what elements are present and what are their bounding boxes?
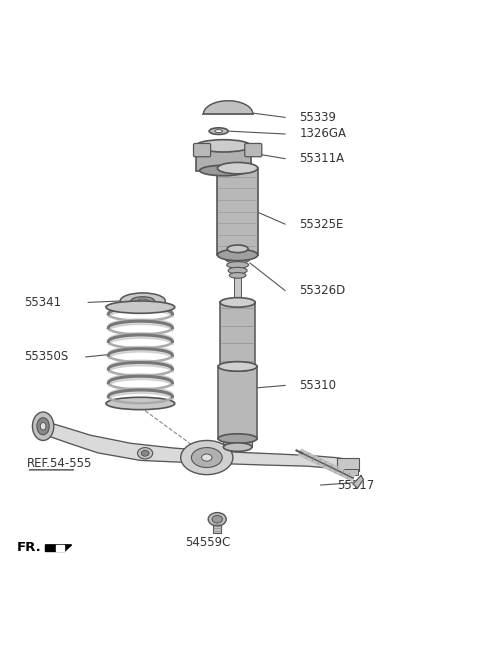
- Text: REF.54-555: REF.54-555: [26, 457, 92, 470]
- Text: 55117: 55117: [337, 478, 374, 491]
- Polygon shape: [56, 545, 64, 551]
- Ellipse shape: [220, 362, 255, 371]
- Ellipse shape: [192, 447, 222, 468]
- Ellipse shape: [227, 245, 248, 252]
- Polygon shape: [204, 101, 253, 114]
- Ellipse shape: [217, 249, 258, 261]
- Ellipse shape: [106, 301, 175, 313]
- Ellipse shape: [218, 362, 257, 371]
- Ellipse shape: [120, 293, 165, 309]
- Ellipse shape: [212, 516, 222, 523]
- Bar: [337, 457, 359, 471]
- Ellipse shape: [209, 128, 228, 135]
- Ellipse shape: [220, 298, 255, 307]
- Ellipse shape: [196, 140, 251, 152]
- Ellipse shape: [40, 422, 46, 430]
- Text: 55341: 55341: [24, 296, 61, 309]
- Ellipse shape: [37, 418, 49, 435]
- Ellipse shape: [180, 440, 233, 474]
- Polygon shape: [38, 420, 349, 471]
- Text: 1326GA: 1326GA: [300, 127, 346, 141]
- Ellipse shape: [225, 256, 250, 263]
- Ellipse shape: [226, 249, 249, 258]
- Bar: [220, 302, 255, 367]
- Bar: [196, 146, 251, 171]
- Polygon shape: [353, 476, 363, 488]
- Bar: [235, 249, 240, 277]
- Bar: [234, 277, 241, 300]
- Ellipse shape: [215, 129, 222, 133]
- Bar: [217, 168, 258, 255]
- Bar: [340, 469, 358, 474]
- Text: 54559C: 54559C: [185, 537, 231, 549]
- Ellipse shape: [217, 162, 258, 174]
- Bar: [218, 367, 257, 439]
- Ellipse shape: [218, 434, 257, 443]
- Polygon shape: [46, 545, 72, 551]
- Ellipse shape: [229, 273, 246, 278]
- Ellipse shape: [228, 267, 247, 274]
- Bar: [213, 517, 221, 533]
- Ellipse shape: [106, 397, 175, 409]
- Text: 55326D: 55326D: [300, 284, 346, 297]
- Ellipse shape: [137, 447, 153, 459]
- Text: 55350S: 55350S: [24, 350, 68, 363]
- FancyBboxPatch shape: [193, 143, 211, 157]
- Text: 55339: 55339: [300, 111, 336, 124]
- Ellipse shape: [131, 297, 155, 306]
- Text: 55311A: 55311A: [300, 152, 345, 165]
- Bar: [223, 437, 252, 447]
- FancyBboxPatch shape: [245, 143, 262, 157]
- Ellipse shape: [33, 412, 54, 440]
- Ellipse shape: [141, 451, 149, 456]
- Ellipse shape: [200, 166, 247, 175]
- Ellipse shape: [223, 443, 252, 451]
- Text: 55325E: 55325E: [300, 217, 344, 231]
- Ellipse shape: [202, 454, 212, 461]
- Text: FR.: FR.: [17, 541, 42, 555]
- Ellipse shape: [137, 299, 148, 303]
- Ellipse shape: [227, 261, 249, 268]
- Text: 55310: 55310: [300, 379, 336, 392]
- Ellipse shape: [208, 512, 226, 526]
